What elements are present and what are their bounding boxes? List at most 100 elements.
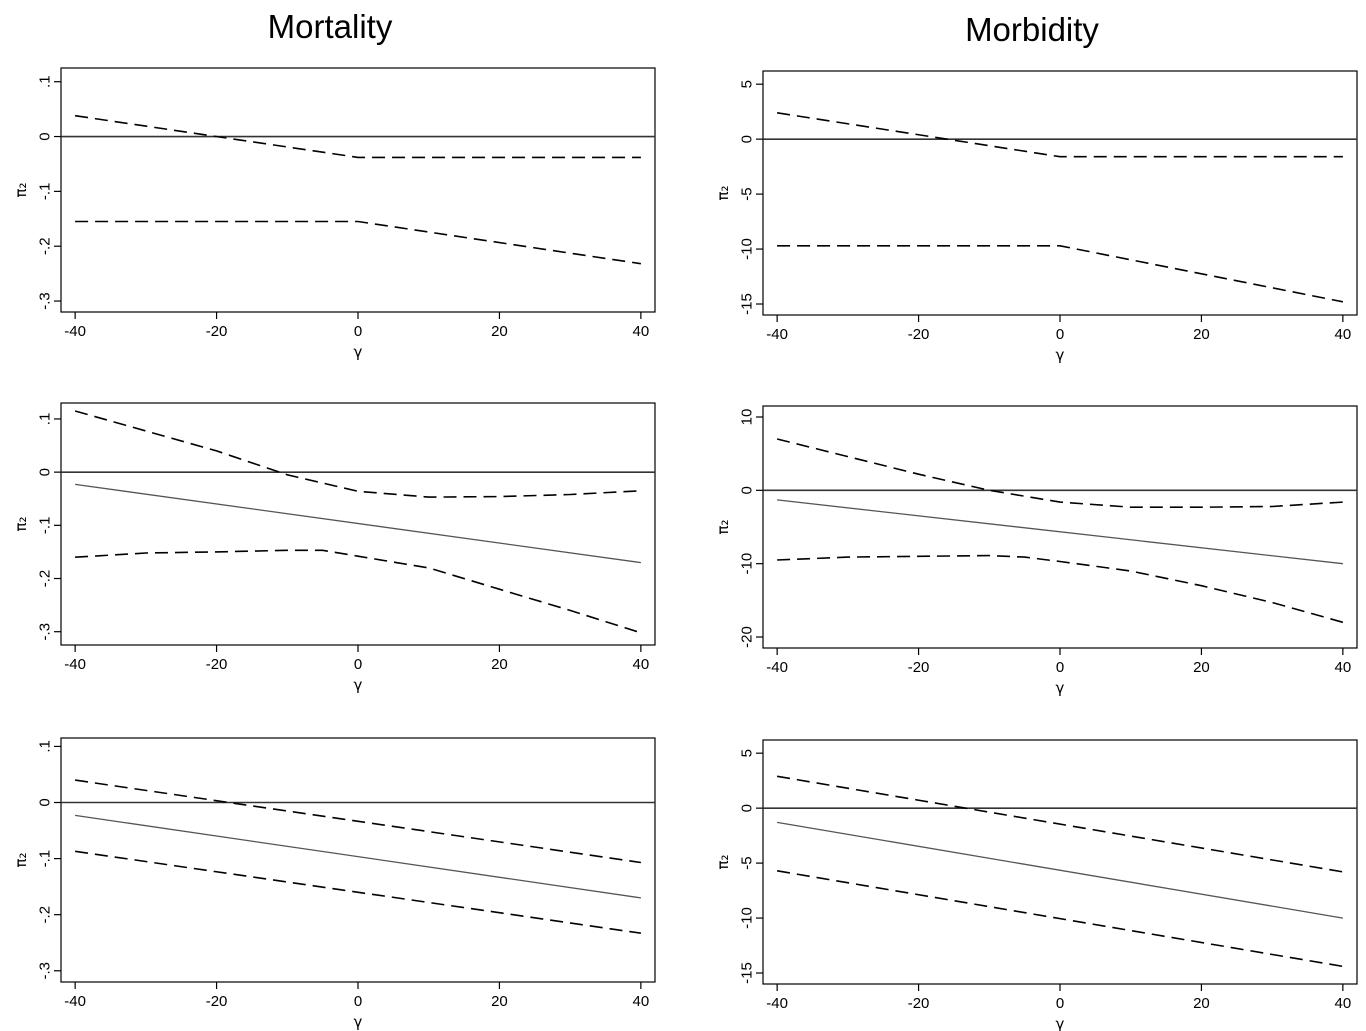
x-tick-label: -20: [206, 323, 228, 340]
confidence-bound-line: [75, 220, 642, 265]
x-axis-label: γ: [354, 676, 363, 694]
column-title-morbidity: Morbidity: [965, 11, 1099, 48]
x-axis-label: γ: [1056, 679, 1065, 697]
y-tick-label: -20: [739, 626, 756, 648]
y-tick-label: 5: [739, 749, 756, 757]
y-axis-label: π₂: [12, 852, 30, 867]
x-tick-label: -40: [64, 323, 86, 340]
y-tick-label: .1: [37, 740, 54, 753]
y-tick-label: 5: [739, 80, 756, 88]
y-axis-label: π₂: [714, 185, 732, 200]
confidence-bound-line: [777, 245, 1344, 303]
y-tick-label: -.3: [37, 292, 54, 310]
confidence-bound-line: [75, 549, 642, 634]
y-tick-label: -.2: [37, 906, 54, 924]
panels: -40 -20 0 20 40 -.3 -.2 -.1 0 .1 γ π₂ -40 -20 0 20 40 -15…: [12, 67, 1358, 1031]
y-tick-label: -.3: [37, 962, 54, 980]
chart-panel-2-1: -40 -20 0 20 40 -15 -10 -5 0 5 γ π₂: [714, 739, 1358, 1031]
y-tick-label: -15: [739, 962, 756, 984]
chart-panel-0-0: -40 -20 0 20 40 -.3 -.2 -.1 0 .1 γ π₂: [12, 67, 656, 361]
y-tick-label: -.3: [37, 623, 54, 641]
x-tick-label: -40: [766, 659, 788, 676]
x-tick-label: 20: [491, 656, 508, 673]
x-axis-label: γ: [1056, 1015, 1065, 1031]
confidence-bound-line: [776, 775, 1344, 873]
y-tick-label: -.2: [37, 237, 54, 255]
x-tick-label: 40: [1335, 659, 1352, 676]
y-tick-label: 0: [739, 804, 756, 812]
y-tick-label: -.2: [37, 570, 54, 588]
plot-frame: [762, 739, 1358, 985]
plot-frame: [762, 405, 1358, 649]
y-axis-label: π₂: [12, 516, 30, 531]
x-tick-label: 40: [1335, 995, 1352, 1012]
x-tick-label: -20: [206, 993, 228, 1010]
y-tick-label: 0: [739, 486, 756, 494]
y-tick-label: -10: [739, 553, 756, 575]
y-tick-label: 10: [739, 409, 756, 426]
x-tick-label: 0: [354, 993, 362, 1010]
x-tick-label: 0: [1056, 326, 1064, 343]
x-tick-label: -20: [908, 995, 930, 1012]
confidence-bound-line: [776, 438, 1343, 509]
chart-panel-1-1: -40 -20 0 20 40 -20 -10 0 10 γ π₂: [714, 405, 1358, 697]
x-tick-label: 0: [354, 656, 362, 673]
x-tick-label: -40: [766, 995, 788, 1012]
chart-panel-2-0: -40 -20 0 20 40 -.3 -.2 -.1 0 .1 γ π₂: [12, 737, 656, 1031]
plot-frame: [762, 70, 1358, 316]
confidence-bound-line: [74, 779, 642, 864]
y-tick-label: -5: [739, 856, 756, 869]
column-title-mortality: Mortality: [268, 8, 393, 45]
x-axis-label: γ: [354, 1013, 363, 1031]
x-tick-label: 0: [1056, 659, 1064, 676]
x-tick-label: 40: [633, 656, 650, 673]
x-tick-label: -40: [64, 656, 86, 673]
confidence-bound-line: [776, 112, 1343, 158]
x-tick-label: 40: [633, 993, 650, 1010]
y-tick-label: 0: [37, 468, 54, 476]
y-tick-label: -.1: [37, 517, 54, 535]
point-estimate-line: [777, 499, 1343, 565]
plot-frame: [60, 737, 656, 983]
chart-panel-0-1: -40 -20 0 20 40 -15 -10 -5 0 5 γ π₂: [714, 70, 1358, 364]
x-tick-label: 20: [1193, 659, 1210, 676]
y-tick-label: -.1: [37, 183, 54, 201]
chart-panel-1-0: -40 -20 0 20 40 -.3 -.2 -.1 0 .1 γ π₂: [12, 402, 656, 694]
y-tick-label: -10: [739, 907, 756, 929]
x-tick-label: 20: [1193, 326, 1210, 343]
y-tick-label: -.1: [37, 850, 54, 868]
x-tick-label: -20: [908, 326, 930, 343]
confidence-bound-line: [74, 850, 642, 934]
confidence-bound-line: [776, 870, 1344, 968]
y-tick-label: -5: [739, 187, 756, 200]
confidence-bound-line: [74, 114, 641, 159]
confidence-bound-line: [74, 410, 641, 498]
x-tick-label: 0: [1056, 995, 1064, 1012]
x-tick-label: -40: [766, 326, 788, 343]
x-tick-label: 40: [633, 323, 650, 340]
point-estimate-line: [75, 814, 641, 899]
x-tick-label: -20: [206, 656, 228, 673]
x-tick-label: -40: [64, 993, 86, 1010]
point-estimate-line: [776, 821, 1344, 919]
y-tick-label: 0: [739, 135, 756, 143]
x-tick-label: 40: [1335, 326, 1352, 343]
point-estimate-line: [75, 483, 641, 564]
x-tick-label: 0: [354, 323, 362, 340]
y-axis-label: π₂: [12, 182, 30, 197]
x-axis-label: γ: [1056, 346, 1065, 364]
y-tick-label: -10: [739, 238, 756, 260]
x-tick-label: 20: [1193, 995, 1210, 1012]
x-tick-label: 20: [491, 993, 508, 1010]
x-tick-label: -20: [908, 659, 930, 676]
y-tick-label: 0: [37, 798, 54, 806]
plot-frame: [60, 67, 656, 313]
y-tick-label: -15: [739, 293, 756, 315]
x-axis-label: γ: [354, 343, 363, 361]
y-axis-label: π₂: [714, 854, 732, 869]
y-tick-label: .1: [37, 413, 54, 426]
y-axis-label: π₂: [714, 519, 732, 534]
x-tick-label: 20: [491, 323, 508, 340]
confidence-bound-line: [777, 554, 1344, 624]
